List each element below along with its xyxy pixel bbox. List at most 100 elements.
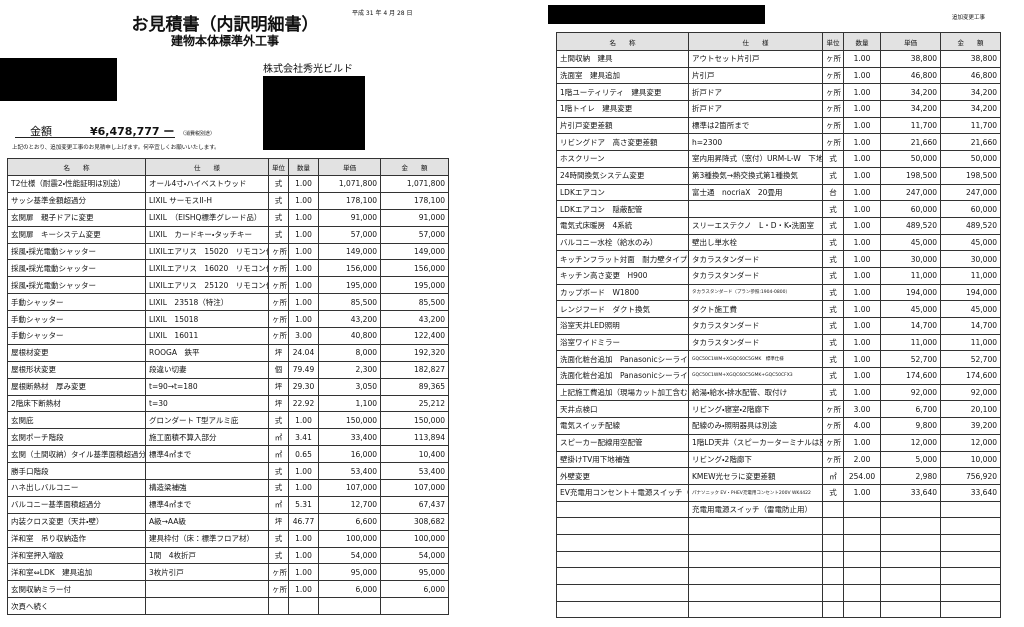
- cell-amount: 100,000: [380, 529, 449, 548]
- blank-cell: [688, 517, 823, 535]
- cell-qty: 1.00: [288, 563, 319, 582]
- column-header: 仕 様: [145, 158, 269, 176]
- redaction: [548, 5, 765, 24]
- cell-qty: 1.00: [843, 150, 881, 168]
- cell-unit: ヶ所: [268, 310, 289, 329]
- cell-unit: ヶ所: [268, 276, 289, 295]
- cell-name: キッチンフラット対面 耐力壁タイプ: [556, 250, 689, 268]
- cell-spec: 1間 4枚折戸: [145, 546, 269, 565]
- cell-qty: 1.00: [288, 276, 319, 295]
- cell-amount: 195,000: [380, 276, 449, 295]
- cell-qty: 1.00: [288, 175, 319, 193]
- cell-unit: 個: [268, 360, 289, 379]
- cell-qty: 1.00: [288, 208, 319, 227]
- column-header: 名 称: [7, 158, 146, 176]
- cell-unit: ヶ所: [268, 259, 289, 278]
- cell-unit: 台: [822, 183, 844, 202]
- item-row: キッチンフラット対面 耐力壁タイプ タカラスタンダード式 1.00 30,000 30,…: [556, 250, 1001, 268]
- blank-cell: [822, 517, 844, 535]
- cell-price: 247,000: [880, 183, 941, 202]
- cell-name: 洗面室 建具追加: [556, 66, 689, 85]
- cell-name: スピーカー配線用空配管: [556, 433, 689, 452]
- cell-qty: 79.49: [288, 360, 319, 379]
- cell-qty: 22.92: [288, 394, 319, 413]
- cell-price: 34,200: [880, 83, 941, 102]
- cell-qty: 1.00: [288, 259, 319, 278]
- cell-price: 156,000: [318, 259, 381, 278]
- cell-price: 9,800: [880, 417, 941, 435]
- cell-name: 洗面化粧台追加 Panasonicシーライン: [556, 367, 689, 385]
- cell-unit: ヶ所: [822, 417, 844, 435]
- cell-spec: 標準4㎡まで: [145, 445, 269, 464]
- cell-qty: 5.31: [288, 495, 319, 514]
- cell-amount: 178,100: [380, 191, 449, 210]
- cell-name: バルコニー基準面積超過分: [7, 495, 146, 514]
- cell-price: 21,660: [880, 133, 941, 152]
- cell-price: 38,800: [880, 50, 941, 68]
- redaction: [263, 76, 365, 150]
- cell-spec: 折戸ドア: [688, 83, 823, 102]
- blank-cell: [556, 533, 689, 552]
- cell-price: 150,000: [318, 411, 381, 430]
- cell-amount: 156,000: [380, 259, 449, 278]
- cell-amount: 11,700: [940, 116, 1001, 135]
- cell-amount: 92,000: [940, 383, 1001, 402]
- cell-price: 11,700: [880, 116, 941, 135]
- cell-amount: 43,200: [380, 310, 449, 329]
- cell-qty: 1.00: [288, 546, 319, 565]
- cell-price: 46,800: [880, 66, 941, 85]
- cell-spec: LIXIL 16011: [145, 327, 269, 345]
- cell-qty: 0.65: [288, 445, 319, 464]
- cell-unit: 坪: [268, 377, 289, 396]
- cell-spec: ROOGA 鉄平: [145, 343, 269, 362]
- cell-qty: 24.04: [288, 343, 319, 362]
- cell-unit: ヶ所: [822, 433, 844, 452]
- cell-price: 45,000: [880, 300, 941, 318]
- cell-name: 次頁へ続く: [7, 597, 146, 616]
- cell-qty: 1.00: [288, 529, 319, 548]
- cell-name: 採風・採光電動シャッター: [7, 276, 146, 295]
- cell-amount: 45,000: [940, 233, 1001, 252]
- cell-unit: ヶ所: [822, 116, 844, 135]
- cell-amount: 247,000: [940, 183, 1001, 202]
- cell-price: 50,000: [880, 150, 941, 168]
- cell-qty: 1.00: [843, 116, 881, 135]
- cell-unit: ㎡: [268, 495, 289, 514]
- cell-unit: 式: [822, 333, 844, 352]
- cell-name: 玄関庇: [7, 411, 146, 430]
- cell-unit: 式: [822, 300, 844, 318]
- cell-unit: 式: [268, 411, 289, 430]
- cell-price: 54,000: [318, 546, 381, 565]
- cell-qty: 1.00: [843, 100, 881, 118]
- cell-price: 33,640: [880, 483, 941, 502]
- cell-unit: 式: [268, 191, 289, 210]
- cell-amount: 38,800: [940, 50, 1001, 68]
- cell-amount: [940, 500, 1001, 519]
- cell-qty: 1.00: [843, 216, 881, 235]
- cell-name: EV充電用コンセント＋電源スイッチ（壁掛込み）: [556, 483, 689, 502]
- cell-price: 33,400: [318, 428, 381, 447]
- cell-price: 92,000: [880, 383, 941, 402]
- cell-unit: [268, 597, 289, 616]
- cell-name: 勝手口階段: [7, 462, 146, 481]
- cell-unit: 式: [822, 350, 844, 369]
- item-row: スピーカー配線用空配管1階LD天井（スピーカーターミナルは別途）ヶ所1.0012…: [556, 433, 1001, 452]
- cell-qty: [288, 597, 319, 616]
- item-row: ハネ出しバルコニー 構造梁補強式 1.00 107,000 107,000: [7, 479, 449, 497]
- cell-amount: 39,200: [940, 417, 1001, 435]
- blank-cell: [822, 600, 844, 619]
- cell-name: 洋和室押入増設: [7, 546, 146, 565]
- blank-cell: [688, 567, 823, 585]
- item-row: レンジフード ダクト換気 ダクト施工費式 1.00 45,000 45,000: [556, 300, 1001, 318]
- cell-unit: ヶ所: [822, 83, 844, 102]
- item-row: 屋根断熱材 厚み変更 t=90→t=180 坪 29.30 3,050 89,365: [7, 377, 449, 396]
- cell-name: 玄関扉 親子ドアに変更: [7, 208, 146, 227]
- cell-amount: 122,400: [380, 327, 449, 345]
- item-row: 片引戸変更差額 標準は2箇所まで ヶ所 1.00 11,700 11,700: [556, 116, 1001, 135]
- cell-spec: アウトセット片引戸: [688, 50, 823, 68]
- amount: ¥6,478,777 ー: [90, 125, 175, 138]
- cell-amount: 34,200: [940, 100, 1001, 118]
